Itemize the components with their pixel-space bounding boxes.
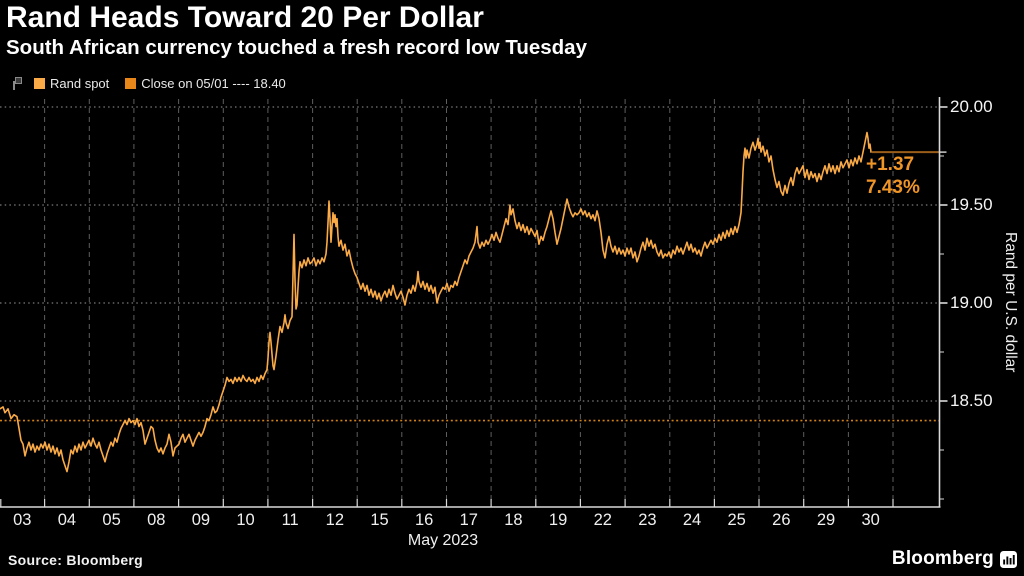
legend-item-rand-spot: Rand spot bbox=[34, 76, 109, 91]
x-tick-label: 16 bbox=[414, 511, 434, 529]
bloomberg-logo: Bloomberg bbox=[892, 548, 1017, 570]
bloomberg-logo-icon bbox=[1000, 550, 1017, 568]
y-tick-label: 19.50 bbox=[950, 195, 993, 214]
x-tick-label: 30 bbox=[861, 511, 880, 529]
annotation-change: +1.37 bbox=[866, 154, 915, 175]
price-chart bbox=[0, 97, 948, 508]
legend: Rand spot Close on 05/01 ---- 18.40 bbox=[13, 76, 286, 91]
y-tick-label: 20.00 bbox=[950, 97, 993, 116]
x-tick-label: 19 bbox=[548, 511, 568, 529]
x-tick-label: 29 bbox=[816, 511, 836, 529]
x-tick-label: 15 bbox=[370, 511, 389, 529]
x-axis-title: May 2023 bbox=[407, 532, 479, 549]
chart-subtitle: South African currency touched a fresh r… bbox=[6, 36, 587, 59]
legend-item-close: Close on 05/01 ---- 18.40 bbox=[125, 76, 286, 91]
y-axis-title: Rand per U.S. dollar bbox=[1002, 231, 1019, 373]
y-tick-label: 18.50 bbox=[950, 391, 993, 410]
x-tick-label: 04 bbox=[57, 511, 77, 529]
x-tick-label: 10 bbox=[236, 511, 255, 529]
legend-swatch-rand-spot bbox=[34, 78, 45, 89]
x-tick-label: 12 bbox=[325, 511, 345, 529]
legend-label-close: Close on 05/01 ---- 18.40 bbox=[141, 76, 286, 91]
x-tick-label: 17 bbox=[459, 511, 478, 529]
bloomberg-wordmark: Bloomberg bbox=[891, 548, 994, 569]
annotation-percent: 7.43% bbox=[866, 177, 920, 198]
series-line-rand-spot bbox=[0, 131, 872, 473]
x-tick-label: 25 bbox=[727, 511, 746, 529]
plot-area: +1.37 7.43% bbox=[0, 97, 1024, 509]
chart-title: Rand Heads Toward 20 Per Dollar bbox=[6, 1, 484, 34]
x-tick-label: 09 bbox=[191, 511, 211, 529]
x-tick-label: 23 bbox=[638, 511, 657, 529]
source-label: Source: Bloomberg bbox=[8, 552, 144, 568]
legend-swatch-close bbox=[125, 78, 137, 89]
x-tick-label: 03 bbox=[13, 511, 32, 529]
x-tick-label: 11 bbox=[281, 511, 299, 529]
x-tick-label: 18 bbox=[504, 511, 523, 529]
x-tick-label: 22 bbox=[593, 511, 612, 529]
x-tick-label: 24 bbox=[682, 511, 702, 529]
y-tick-label: 19.00 bbox=[950, 293, 993, 312]
legend-label-rand-spot: Rand spot bbox=[50, 76, 110, 91]
x-tick-label: 08 bbox=[147, 511, 166, 529]
legend-key-icon bbox=[13, 76, 22, 91]
x-tick-label: 05 bbox=[102, 511, 121, 529]
x-tick-label: 26 bbox=[772, 511, 791, 529]
